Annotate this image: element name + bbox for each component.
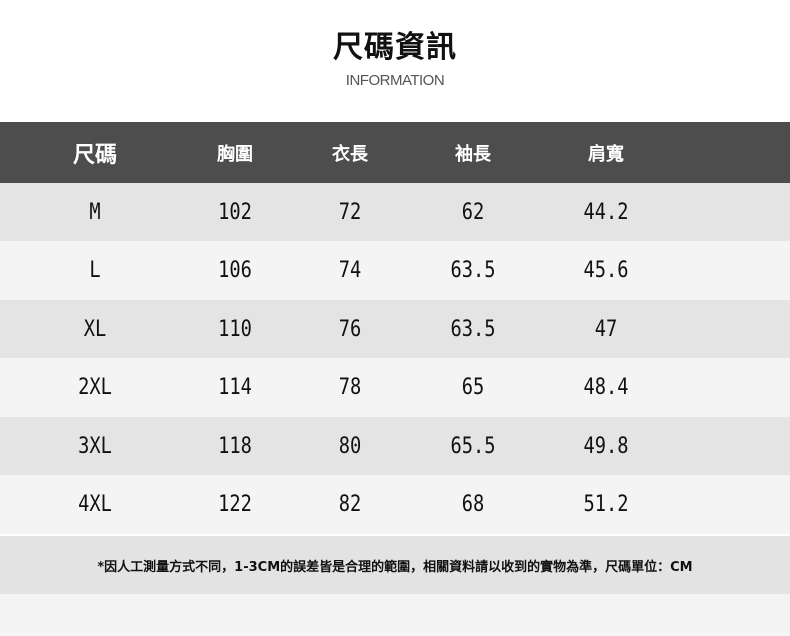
column-header-sleeve: 袖長 (455, 143, 491, 165)
bottom-band (0, 594, 790, 636)
cell-length: 74 (338, 258, 362, 283)
table-row: XL 110 76 63.5 47 (0, 300, 790, 358)
cell-chest: 106 (218, 258, 252, 283)
cell-sleeve: 68 (461, 492, 485, 517)
page-title: 尺碼資訊 (333, 30, 457, 65)
cell-chest: 114 (218, 375, 252, 400)
cell-shoulder: 51.2 (583, 492, 629, 517)
cell-length: 78 (338, 375, 362, 400)
cell-shoulder: 48.4 (583, 375, 629, 400)
cell-size: L (89, 258, 101, 283)
table-row: 3XL 118 80 65.5 49.8 (0, 417, 790, 475)
cell-sleeve: 65 (461, 375, 485, 400)
table-row: L 106 74 63.5 45.6 (0, 241, 790, 300)
cell-size: 4XL (78, 492, 112, 517)
cell-size: 2XL (78, 375, 112, 400)
cell-size: 3XL (78, 433, 112, 459)
cell-size: M (89, 199, 101, 225)
measurement-note: *因人工測量方式不同，1-3CM的誤差皆是合理的範圍，相關資料請以收到的實物為準… (0, 536, 790, 594)
cell-chest: 122 (218, 492, 252, 517)
cell-sleeve: 63.5 (450, 258, 496, 283)
cell-chest: 102 (218, 199, 252, 225)
size-table: 尺碼 胸圍 衣長 袖長 肩寬 M 102 72 62 44.2 L 106 74 63.5 45.… (0, 122, 790, 534)
cell-chest: 110 (218, 316, 252, 342)
cell-length: 76 (338, 316, 362, 342)
cell-length: 72 (338, 199, 362, 225)
column-header-length: 衣長 (332, 143, 368, 165)
cell-shoulder: 47 (594, 316, 618, 342)
cell-size: XL (83, 316, 107, 342)
column-header-size: 尺碼 (72, 142, 117, 168)
column-header-shoulder: 肩寬 (588, 143, 624, 165)
table-header-row: 尺碼 胸圍 衣長 袖長 肩寬 (0, 122, 790, 183)
cell-shoulder: 49.8 (583, 433, 629, 459)
cell-shoulder: 44.2 (583, 199, 629, 225)
cell-shoulder: 45.6 (583, 258, 629, 283)
cell-sleeve: 63.5 (450, 316, 496, 342)
table-row: 4XL 122 82 68 51.2 (0, 475, 790, 534)
page-subtitle: INFORMATION (345, 72, 445, 89)
table-row: M 102 72 62 44.2 (0, 183, 790, 241)
cell-sleeve: 65.5 (450, 433, 496, 459)
column-header-chest: 胸圍 (217, 143, 253, 165)
table-row: 2XL 114 78 65 48.4 (0, 358, 790, 417)
cell-sleeve: 62 (461, 199, 485, 225)
cell-length: 82 (338, 492, 362, 517)
cell-chest: 118 (218, 433, 252, 459)
cell-length: 80 (338, 433, 362, 459)
